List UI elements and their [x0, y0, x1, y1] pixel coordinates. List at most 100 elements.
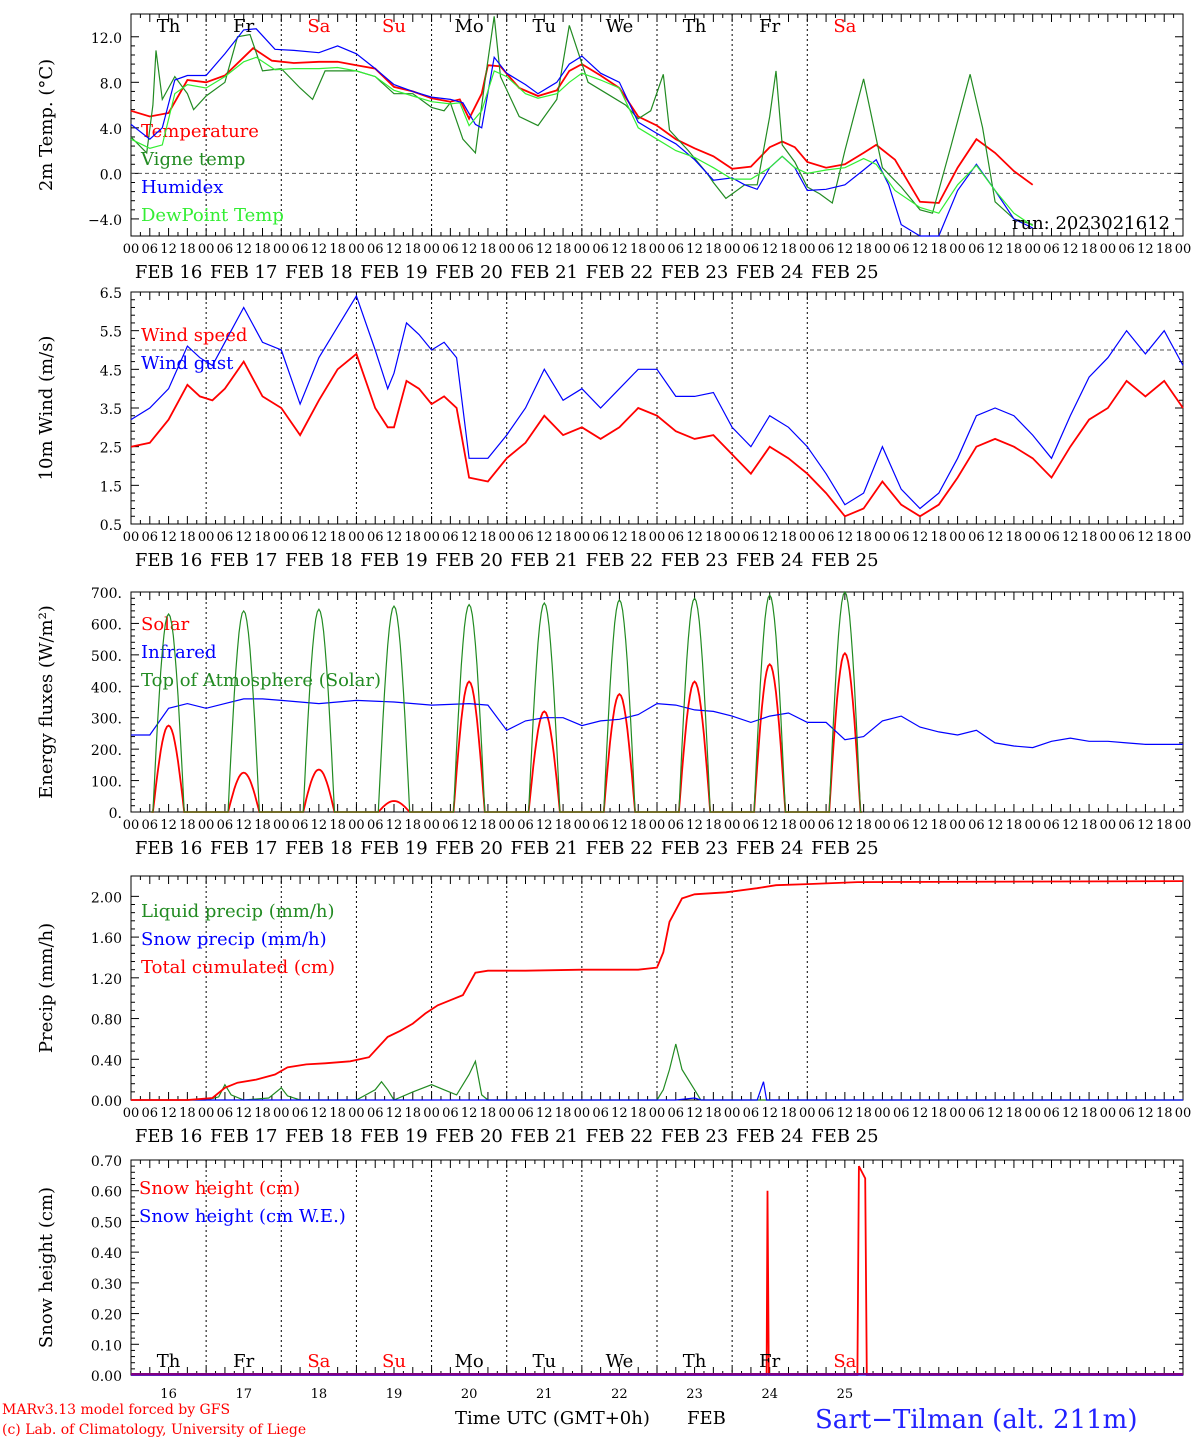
- hour-label: 12: [235, 818, 252, 833]
- y-tick-label: 0.5: [100, 518, 122, 534]
- date-label: FEB 21: [511, 1126, 578, 1147]
- hour-label: 18: [480, 242, 497, 257]
- hour-label: 12: [912, 530, 929, 545]
- hour-label: 12: [536, 818, 553, 833]
- hour-label: 06: [217, 530, 234, 545]
- y-tick-label: 0.50: [91, 1215, 122, 1231]
- hour-label: 12: [1137, 818, 1154, 833]
- series-line-humidex: [130, 28, 1033, 237]
- hour-label: 06: [217, 818, 234, 833]
- hour-label: 00: [123, 1106, 140, 1121]
- hour-label: 12: [386, 1106, 403, 1121]
- hour-label: 12: [536, 530, 553, 545]
- hour-label: 06: [442, 818, 459, 833]
- y-tick-label: 2.5: [100, 441, 122, 457]
- y-tick-label: 0.00: [91, 1094, 122, 1110]
- hour-label: 00: [949, 818, 966, 833]
- hour-label: 12: [160, 1106, 177, 1121]
- hour-label: 06: [292, 818, 309, 833]
- hour-label: 00: [1175, 818, 1192, 833]
- hour-label: 06: [668, 1106, 685, 1121]
- hour-label: 18: [329, 530, 346, 545]
- hour-label: 00: [724, 530, 741, 545]
- hour-label: 00: [198, 818, 215, 833]
- hour-label: 18: [555, 1106, 572, 1121]
- hour-label: 18: [405, 530, 422, 545]
- hour-label: 18: [179, 818, 196, 833]
- hour-label: 18: [480, 818, 497, 833]
- y-tick-label: −4.0: [88, 213, 122, 229]
- hour-label: 18: [405, 242, 422, 257]
- hour-label: 18: [179, 530, 196, 545]
- hour-label: 00: [649, 530, 666, 545]
- y-tick-label: 1.60: [91, 931, 122, 947]
- hour-label: 06: [668, 818, 685, 833]
- hour-label: 12: [987, 818, 1004, 833]
- hour-label: 00: [799, 530, 816, 545]
- hour-label: 18: [254, 242, 271, 257]
- hour-label: 00: [649, 1106, 666, 1121]
- date-label: FEB 18: [285, 262, 352, 283]
- hour-label: 00: [423, 1106, 440, 1121]
- hour-label: 12: [987, 242, 1004, 257]
- hour-label: 06: [1118, 242, 1135, 257]
- hour-label: 00: [123, 242, 140, 257]
- date-label: FEB 25: [811, 550, 878, 571]
- hour-label: 12: [686, 242, 703, 257]
- hour-label: 06: [743, 530, 760, 545]
- hour-label: 12: [461, 1106, 478, 1121]
- date-label: FEB 25: [811, 1126, 878, 1147]
- date-label: FEB 24: [736, 262, 803, 283]
- hour-label: 06: [818, 1106, 835, 1121]
- hour-label: 12: [761, 1106, 778, 1121]
- hour-label: 06: [818, 818, 835, 833]
- legend-entry: Wind gust: [141, 353, 234, 374]
- y-tick-label: 600.: [91, 617, 122, 633]
- legend-entry: Total cumulated (cm): [141, 957, 335, 978]
- series-line-infrared: [131, 698, 1183, 749]
- day-name: Th: [157, 16, 181, 37]
- day-name: Th: [683, 1351, 707, 1372]
- y-tick-label: 0.70: [91, 1154, 122, 1170]
- panel-precip: 0.00 0.40 0.80 1.20 1.60 2.00 Precip (mm/h) Liq…: [36, 875, 1191, 1147]
- hour-label: 12: [686, 530, 703, 545]
- y-tick-label: 200.: [91, 743, 122, 759]
- day-name: Su: [382, 16, 406, 37]
- hour-label: 12: [912, 818, 929, 833]
- y-tick-label: 5.5: [100, 325, 122, 341]
- date-label: FEB 16: [135, 262, 202, 283]
- hour-label: 12: [837, 818, 854, 833]
- date-label: FEB 19: [360, 262, 427, 283]
- hour-label: 18: [1081, 242, 1098, 257]
- day-name: Th: [683, 16, 707, 37]
- hour-label: 18: [630, 242, 647, 257]
- hour-label: 18: [1006, 818, 1023, 833]
- hour-label: 12: [686, 818, 703, 833]
- hour-label: 18: [705, 1106, 722, 1121]
- y-axis-label: 10m Wind (m/s): [36, 336, 57, 481]
- day-name: Sa: [307, 1351, 330, 1372]
- hour-label: 00: [874, 530, 891, 545]
- y-axis-label: 2m Temp. (°C): [36, 59, 57, 191]
- hour-label: 00: [423, 530, 440, 545]
- date-label: FEB 25: [811, 838, 878, 859]
- hour-label: 18: [179, 242, 196, 257]
- hour-label: 00: [348, 818, 365, 833]
- hour-label: 06: [968, 1106, 985, 1121]
- panel-energy: 0. 100. 200. 300. 400. 500. 600. 700. Energy flu…: [36, 586, 1191, 859]
- hour-label: 18: [1006, 242, 1023, 257]
- hour-label: 12: [311, 530, 328, 545]
- hour-label: 00: [724, 1106, 741, 1121]
- hour-label: 06: [442, 1106, 459, 1121]
- legend-entry: Wind speed: [141, 325, 247, 346]
- hour-label: 12: [761, 242, 778, 257]
- hour-label: 18: [1081, 1106, 1098, 1121]
- date-label: FEB 20: [435, 550, 502, 571]
- hour-label: 12: [611, 530, 628, 545]
- hour-label: 12: [160, 818, 177, 833]
- hour-label: 06: [1043, 818, 1060, 833]
- date-label: FEB 24: [736, 1126, 803, 1147]
- hour-label: 00: [574, 242, 591, 257]
- hour-label: 18: [1081, 818, 1098, 833]
